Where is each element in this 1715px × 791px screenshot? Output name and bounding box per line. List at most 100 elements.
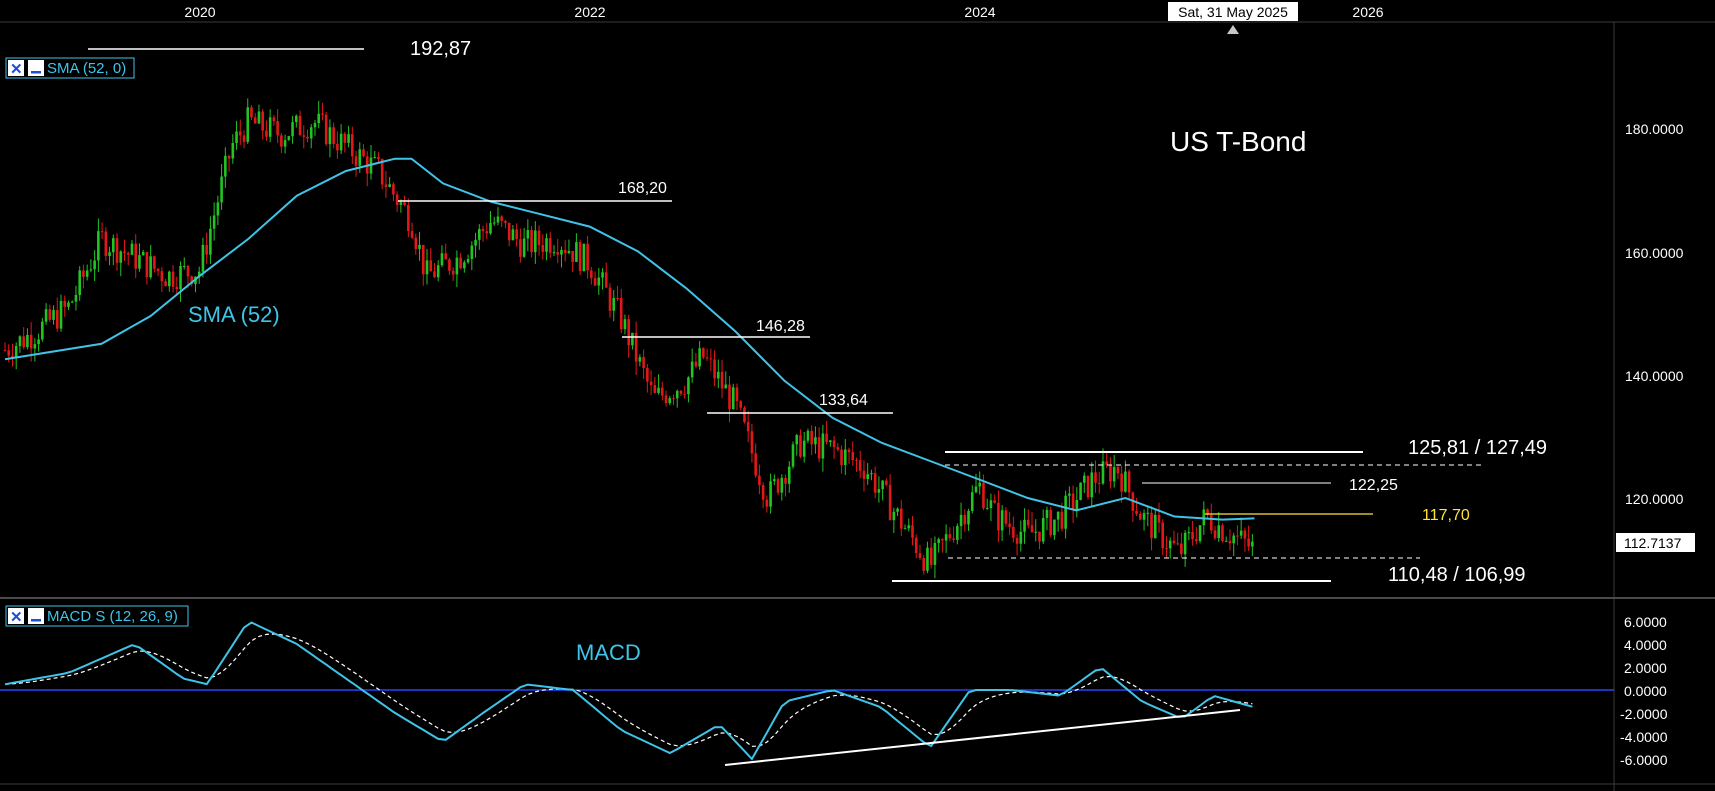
level-label-122: 122,25 [1349, 477, 1398, 494]
candle-body [911, 525, 914, 538]
candle-body [985, 508, 989, 510]
candle-body [660, 387, 664, 396]
sma-minimize-button[interactable] [28, 60, 44, 76]
level-label-192: 192,87 [410, 38, 471, 60]
sma-close-button[interactable] [8, 60, 24, 76]
minimize-icon [31, 71, 41, 74]
candle-body [1019, 531, 1023, 544]
candle-body [280, 135, 283, 147]
candle-body [160, 271, 164, 282]
candle-body [321, 113, 324, 115]
candle-body [1206, 509, 1209, 515]
candle-body [1097, 482, 1101, 484]
candle-body [687, 377, 690, 395]
candle-body [455, 257, 459, 275]
macd-close-button[interactable] [8, 608, 24, 624]
macd-minimize-button[interactable] [28, 608, 44, 624]
candle-body [112, 238, 115, 253]
candle-body [575, 242, 578, 262]
candle-body [37, 339, 40, 345]
candle-body [530, 230, 533, 253]
candle-body [593, 278, 597, 286]
y-tick-120: 120.0000 [1625, 491, 1684, 507]
macd-legend[interactable]: ✕ MACD S (12, 26, 9) [5, 605, 189, 627]
price-axis-ticks: 180.0000 160.0000 140.0000 120.0000 [1625, 121, 1684, 507]
candle-body [758, 475, 761, 486]
candle-body [1112, 467, 1116, 482]
candle-body [407, 205, 410, 232]
candle-body [362, 149, 365, 157]
level-lines [88, 48, 1485, 582]
candle-body [829, 440, 832, 443]
candle-body [294, 115, 298, 123]
candle-body [698, 348, 701, 367]
candle-body [1101, 461, 1105, 484]
candle-body [956, 526, 959, 540]
close-icon: ✕ [10, 61, 23, 78]
candle-body [1213, 530, 1217, 539]
candle-body [821, 433, 825, 459]
candle-body [1038, 531, 1041, 542]
candle-body [720, 371, 724, 389]
candle-body [481, 229, 485, 232]
candle-body [519, 239, 522, 257]
candle-body [590, 270, 593, 279]
candle-body [795, 435, 799, 445]
candle-body [141, 252, 145, 256]
candle-body [332, 127, 335, 144]
candle-body [619, 298, 623, 330]
candle-body [421, 244, 425, 275]
candle-body [989, 500, 993, 509]
candle-body [896, 508, 899, 512]
candle-body [578, 242, 582, 272]
candle-body [55, 310, 59, 329]
candles [3, 98, 1254, 579]
candle-body [881, 480, 884, 490]
candle-body [336, 143, 339, 151]
candle-body [702, 348, 705, 358]
candle-body [840, 449, 843, 465]
candle-body [197, 271, 201, 277]
candle-body [1251, 541, 1254, 547]
candle-body [967, 510, 970, 525]
candle-body [1217, 525, 1221, 539]
candle-body [582, 243, 586, 272]
candle-body [709, 358, 713, 360]
candle-body [843, 449, 847, 465]
candle-body [414, 237, 418, 249]
candle-body [41, 321, 44, 340]
candle-body [78, 270, 81, 296]
candle-body [164, 281, 167, 287]
candle-body [1086, 475, 1090, 498]
candle-body [642, 357, 645, 369]
candle-body [713, 359, 716, 379]
candle-body [171, 271, 175, 287]
candle-body [903, 528, 907, 530]
candle-body [246, 107, 250, 142]
candle-body [1053, 519, 1056, 536]
candle-body [70, 301, 74, 303]
candle-body [358, 149, 362, 166]
candle-body [970, 492, 974, 511]
candle-body [537, 230, 541, 245]
candle-body [810, 430, 813, 445]
candle-body [14, 346, 18, 359]
candle-body [556, 252, 560, 255]
close-icon: ✕ [10, 609, 23, 626]
candle-body [728, 384, 731, 410]
macd-tick-4: 4.0000 [1624, 637, 1667, 653]
candle-body [328, 127, 332, 145]
sma-legend[interactable]: ✕ SMA (52, 0) [5, 57, 135, 79]
level-label-range-bottom: 110,48 / 106,99 [1388, 564, 1526, 586]
candle-body [85, 270, 89, 277]
level-label-range-top: 125,81 / 127,49 [1408, 437, 1547, 459]
candle-body [145, 252, 149, 278]
level-label-117: 117,70 [1422, 507, 1470, 524]
candle-body [205, 244, 208, 255]
candle-body [425, 260, 429, 275]
candle-body [1045, 509, 1049, 518]
candle-body [89, 269, 93, 271]
candle-body [907, 525, 911, 529]
candle-body [257, 111, 261, 124]
crosshair-marker-icon [1227, 25, 1239, 34]
